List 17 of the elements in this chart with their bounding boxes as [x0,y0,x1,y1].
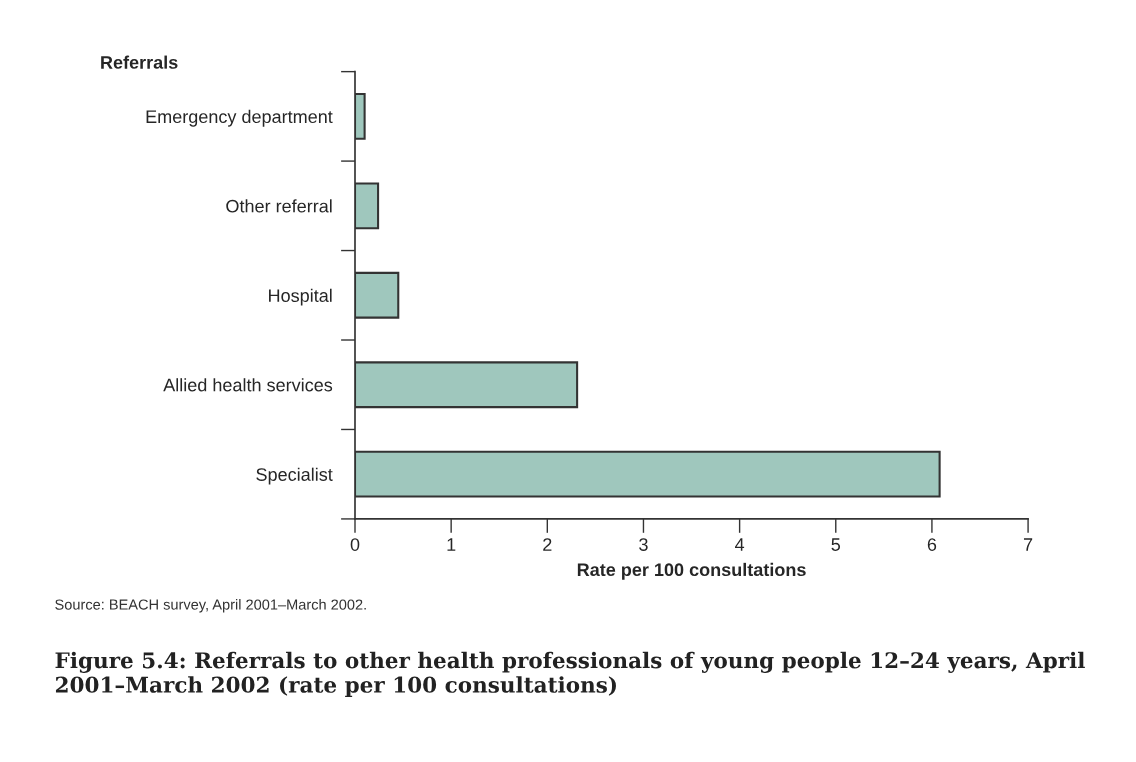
text: Figure 5.4: Referrals to other health professionals of young people 12–24 years, April 2001–March 2002 (rate per 100 consultations) [55,651,1085,697]
x-axis-title: Rate per 100 consultations [577,562,806,580]
x-tick-label: 5 [831,538,841,551]
x-tick-label: 2 [543,538,552,551]
x-tick-label: 4 [735,538,745,551]
y-tick-label: Other referral [226,199,332,213]
x-tick-label: 7 [1023,538,1033,551]
x-tick-label: 6 [927,538,937,551]
x-tick-label: 3 [639,538,648,551]
x-tick-label: 1 [447,538,456,551]
source-note: Source: BEACH survey, April 2001–March 2002. [55,598,366,613]
y-tick-label: Hospital [269,288,332,306]
y-tick-label: Allied health services [163,378,333,392]
x-tick-label: 0 [350,538,360,551]
y-axis-title: Referrals [101,55,178,69]
y-tick-label: Emergency department [146,109,333,127]
y-tick-label: Specialist [256,467,333,485]
